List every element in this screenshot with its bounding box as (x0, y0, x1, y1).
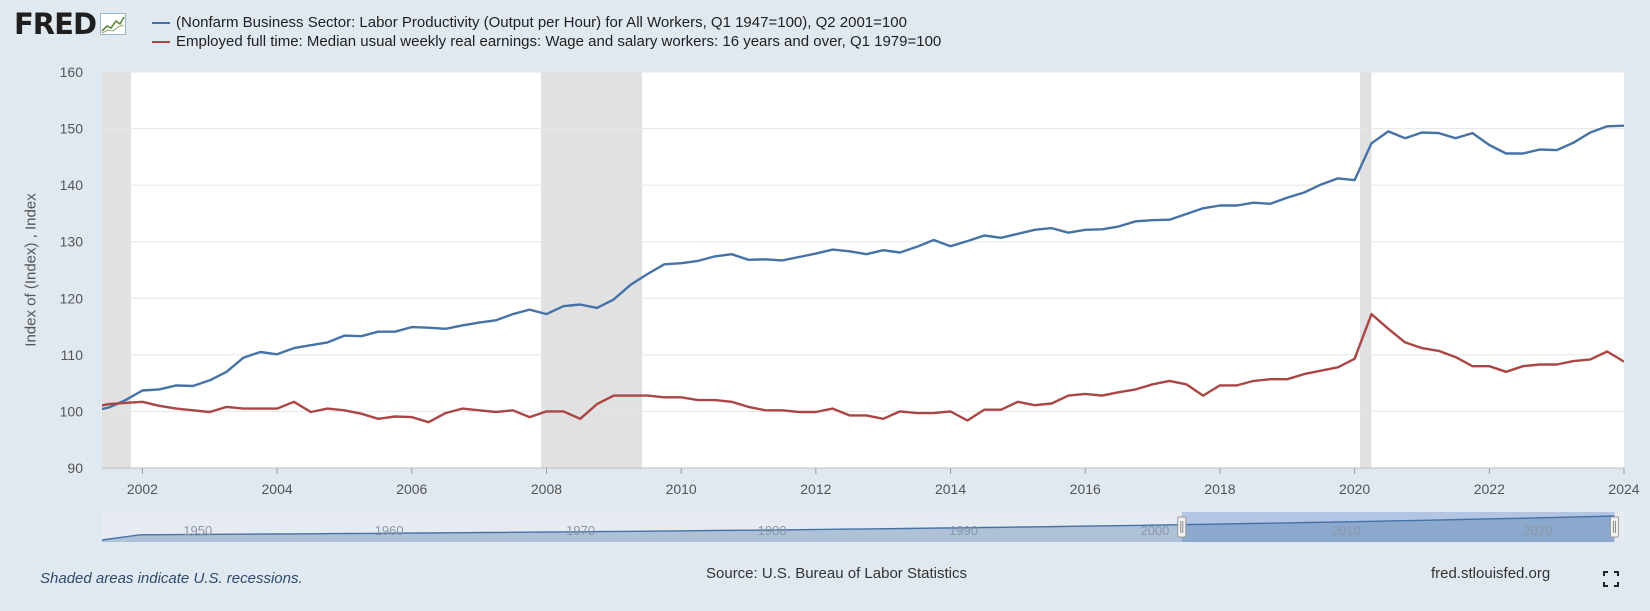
navigator-handle-right[interactable] (1609, 516, 1619, 538)
y-tick-label: 90 (67, 460, 83, 476)
source-text: Source: U.S. Bureau of Labor Statistics (706, 565, 967, 582)
legend-item-productivity[interactable]: (Nonfarm Business Sector: Labor Producti… (152, 13, 941, 32)
fullscreen-icon[interactable] (1603, 571, 1619, 587)
navigator-label: 2000 (1140, 523, 1169, 538)
y-tick-label: 140 (60, 177, 84, 193)
x-tick-label: 2016 (1070, 481, 1101, 497)
navigator-label: 1960 (375, 523, 404, 538)
y-tick-label: 160 (60, 64, 84, 80)
x-tick-label: 2018 (1204, 481, 1235, 497)
x-tick-label: 2012 (800, 481, 831, 497)
recession-band (541, 72, 643, 468)
navigator-label: 2020 (1523, 523, 1552, 538)
site-link[interactable]: fred.stlouisfed.org (1431, 565, 1551, 582)
navigator-handle-left[interactable] (1177, 516, 1187, 538)
recession-note: Shaded areas indicate U.S. recessions. (40, 570, 303, 587)
y-tick-label: 100 (60, 403, 84, 419)
x-tick-label: 2008 (531, 481, 562, 497)
legend-item-earnings[interactable]: Employed full time: Median usual weekly … (152, 32, 941, 51)
navigator-label: 1980 (758, 523, 787, 538)
navigator-selection (1181, 512, 1615, 542)
x-tick-label: 2002 (127, 481, 158, 497)
x-tick-label: 2024 (1608, 481, 1639, 497)
y-tick-label: 150 (60, 121, 84, 137)
navigator-line (101, 515, 1615, 541)
y-tick-label: 130 (60, 234, 84, 250)
x-tick-label: 2014 (935, 481, 966, 497)
x-tick-label: 2020 (1339, 481, 1370, 497)
x-tick-label: 2004 (262, 481, 293, 497)
fred-logo[interactable]: FRED (14, 7, 127, 41)
navigator-label: 2010 (1332, 523, 1361, 538)
legend: (Nonfarm Business Sector: Labor Producti… (152, 13, 941, 51)
legend-swatch-productivity (152, 21, 170, 24)
legend-label-productivity: (Nonfarm Business Sector: Labor Producti… (176, 14, 907, 31)
chart-line-icon (100, 13, 127, 35)
navigator-label: 1970 (566, 523, 595, 538)
navigator-label: 1950 (183, 523, 212, 538)
y-tick-label: 120 (60, 290, 84, 306)
x-tick-label: 2010 (666, 481, 697, 497)
series-line-earnings (102, 312, 1624, 424)
chart-area[interactable]: 90 100 110 120 130 140 150 160 2002 2004 2006 2008 2… (0, 0, 1650, 560)
x-tick-label: 2006 (396, 481, 427, 497)
logo-text: FRED (14, 7, 97, 41)
y-tick-label: 110 (61, 347, 84, 363)
series-line-productivity (102, 124, 1624, 411)
x-tick-label: 2022 (1474, 481, 1505, 497)
recession-band (1360, 72, 1372, 468)
legend-swatch-earnings (152, 40, 170, 43)
legend-label-earnings: Employed full time: Median usual weekly … (176, 33, 942, 50)
navigator-label: 1990 (949, 523, 978, 538)
